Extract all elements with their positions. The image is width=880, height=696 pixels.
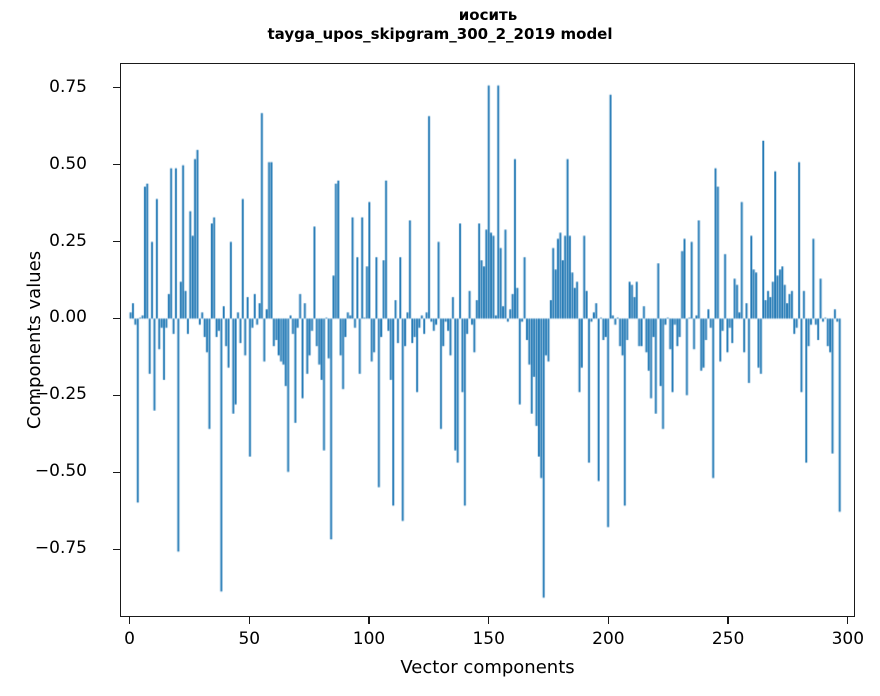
x-tick-mark (607, 617, 610, 624)
bar-series-canvas (121, 64, 854, 616)
x-tick-mark (727, 617, 729, 624)
x-tick-label: 200 (592, 629, 625, 649)
y-tick-mark (113, 86, 120, 89)
x-tick-label: 250 (711, 629, 745, 649)
chart-title-line-2: tayga_upos_skipgram_300_2_2019 model (267, 25, 613, 43)
plot-area (120, 63, 855, 617)
x-tick-mark (847, 617, 849, 624)
x-tick-mark (128, 617, 131, 624)
y-tick-mark (113, 548, 120, 550)
y-tick-mark (113, 317, 120, 320)
x-tick-label: 300 (831, 629, 865, 649)
x-axis-label: Vector components (400, 657, 575, 678)
chart-title: иосить tayga_upos_skipgram_300_2_2019 mo… (0, 6, 880, 44)
y-tick-mark (113, 394, 120, 397)
y-tick-label: −0.75 (34, 538, 87, 559)
y-tick-mark (113, 163, 120, 166)
y-tick-label: −0.50 (34, 461, 87, 482)
y-tick-label: −0.25 (34, 384, 87, 405)
x-tick-label: 0 (124, 629, 135, 649)
y-tick-label: 0.25 (49, 230, 87, 251)
y-tick-mark (113, 471, 120, 473)
x-tick-mark (368, 617, 370, 624)
y-tick-label: 0.50 (49, 153, 87, 174)
x-tick-label: 100 (352, 629, 386, 649)
y-tick-mark (113, 240, 120, 243)
x-tick-mark (248, 617, 250, 624)
chart-title-line-1: иосить (458, 6, 518, 24)
x-tick-label: 50 (238, 629, 261, 649)
y-axis-label: Components values (24, 250, 45, 430)
y-tick-label: 0.00 (49, 307, 87, 328)
x-tick-label: 150 (472, 629, 505, 649)
y-tick-label: 0.75 (49, 76, 87, 97)
x-tick-mark (488, 617, 490, 624)
